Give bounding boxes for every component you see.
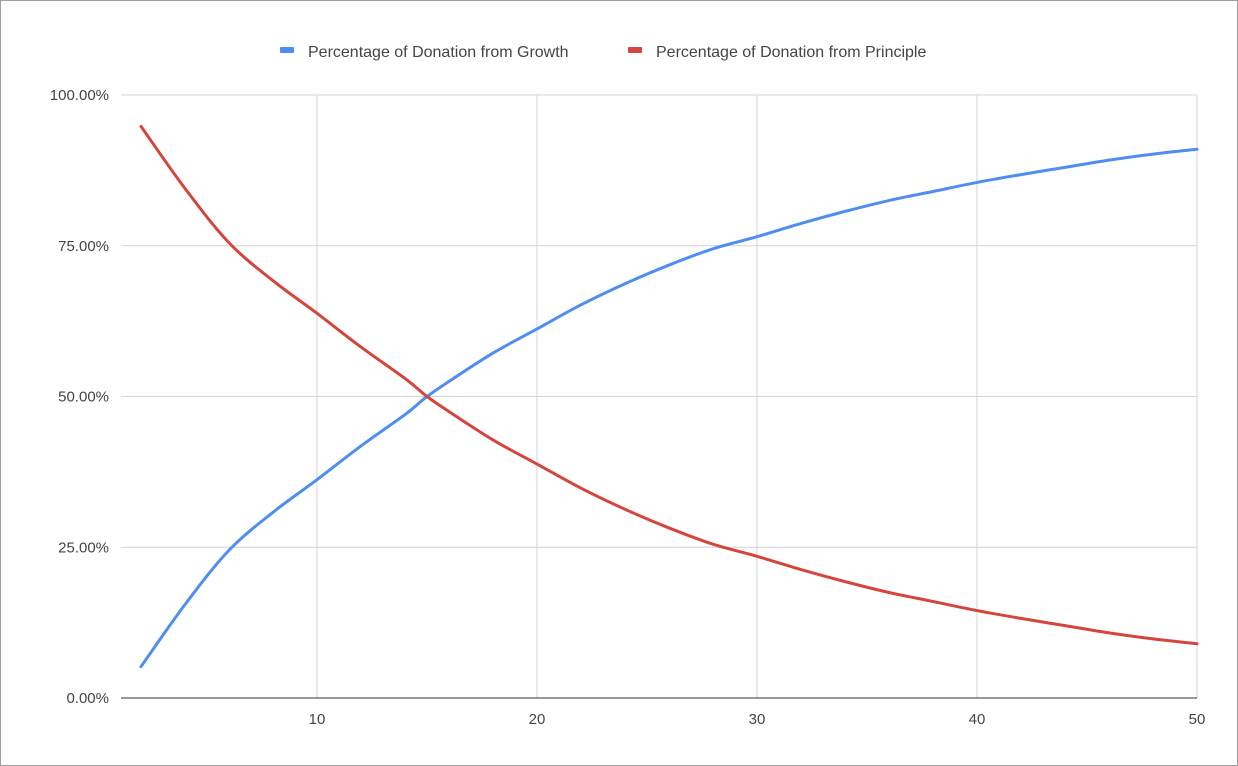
data-point [756, 236, 758, 238]
data-point [888, 199, 890, 201]
data-point [140, 665, 142, 667]
data-point [316, 312, 318, 314]
data-point [140, 125, 142, 127]
principle-series-points [140, 125, 1198, 645]
data-point [1020, 617, 1022, 619]
legend-swatch [280, 47, 294, 53]
data-point [404, 377, 406, 379]
data-point [536, 463, 538, 465]
data-point [844, 210, 846, 212]
y-tick-label: 75.00% [58, 238, 109, 255]
legend-label: Percentage of Donation from Growth [308, 44, 569, 61]
data-point [536, 328, 538, 330]
data-point [228, 242, 230, 244]
axes: 0.00% 25.00% 50.00% 75.00% 100.00% 10 20 30 40 50 [50, 87, 1206, 728]
data-point [756, 555, 758, 557]
data-point [1152, 153, 1154, 155]
data-point [1064, 624, 1066, 626]
data-point [272, 511, 274, 513]
x-tick-label: 20 [529, 711, 546, 728]
data-point [1020, 173, 1022, 175]
data-point [976, 181, 978, 183]
legend-item-principle[interactable]: Percentage of Donation from Principle [628, 44, 926, 61]
legend-swatch [628, 47, 642, 53]
growth-series-line [139, 147, 1199, 669]
data-point [888, 591, 890, 593]
legend: Percentage of Donation from Growth Percen… [280, 44, 926, 61]
principle-series-line [139, 124, 1199, 646]
data-point [580, 304, 582, 306]
y-tick-label: 100.00% [50, 87, 109, 104]
y-tick-label: 50.00% [58, 389, 109, 406]
data-point [932, 600, 934, 602]
data-point [272, 280, 274, 282]
data-point [1064, 166, 1066, 168]
data-point [184, 603, 186, 605]
data-point [712, 248, 714, 250]
data-point [360, 346, 362, 348]
x-tick-label: 50 [1189, 711, 1206, 728]
y-tick-label: 0.00% [66, 690, 109, 707]
data-point [712, 543, 714, 545]
data-point [1196, 643, 1198, 645]
x-tick-label: 40 [969, 711, 986, 728]
x-tick-label: 10 [309, 711, 326, 728]
data-point [492, 352, 494, 354]
data-point [1108, 632, 1110, 634]
data-point [228, 549, 230, 551]
data-point [932, 190, 934, 192]
x-tick-label: 30 [749, 711, 766, 728]
data-point [800, 568, 802, 570]
data-point [448, 410, 450, 412]
data-point [492, 439, 494, 441]
data-point [580, 487, 582, 489]
data-point [448, 380, 450, 382]
data-point [1196, 148, 1198, 150]
data-point [844, 580, 846, 582]
legend-item-growth[interactable]: Percentage of Donation from Growth [280, 44, 569, 61]
legend-label: Percentage of Donation from Principle [656, 44, 926, 61]
data-point [976, 609, 978, 611]
growth-series-points [140, 148, 1198, 668]
series-lines [139, 124, 1199, 669]
data-point [316, 479, 318, 481]
y-tick-label: 25.00% [58, 539, 109, 556]
data-point [1152, 638, 1154, 640]
data-point [184, 187, 186, 189]
data-point [360, 445, 362, 447]
data-point [668, 264, 670, 266]
data-point [404, 413, 406, 415]
data-point [624, 283, 626, 285]
data-point [800, 222, 802, 224]
data-point [1108, 159, 1110, 161]
grid [121, 94, 1198, 698]
data-point [426, 395, 428, 397]
data-point [668, 527, 670, 529]
data-point [624, 508, 626, 510]
